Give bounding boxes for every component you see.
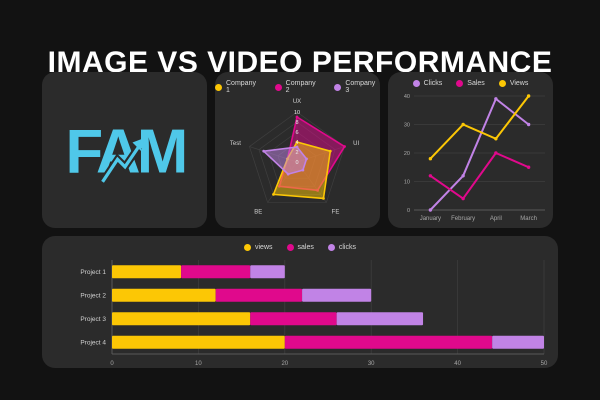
svg-text:8: 8	[295, 120, 298, 126]
legend-label: Company 2	[285, 80, 316, 94]
stacked-bar-chart: 0 10 20 30 40 50 Project 1 Project 2 Project 3 Pr…	[80, 260, 548, 367]
svg-text:20: 20	[281, 361, 288, 367]
svg-text:10: 10	[195, 361, 202, 367]
svg-text:40: 40	[404, 94, 410, 100]
svg-text:2: 2	[295, 150, 298, 156]
legend-item-views[interactable]: Views	[498, 80, 529, 87]
svg-text:0: 0	[295, 160, 298, 166]
legend-label: Views	[509, 80, 529, 87]
line-chart-card: Clicks Sales Views 0 10 20 30 40 January Februar…	[388, 72, 553, 228]
svg-text:April: April	[490, 216, 502, 222]
svg-text:40: 40	[454, 361, 461, 367]
legend-label: Clicks	[423, 80, 443, 87]
radar-chart-card: Company 1 Company 2 Company 3 0 2 4 6 8 10 UX UI F…	[215, 72, 380, 228]
line-chart: 0 10 20 30 40 January February April March	[404, 94, 545, 222]
legend-label: clicks	[338, 244, 356, 251]
legend-label: Company 1	[226, 80, 256, 94]
up-trend-arrow-icon	[100, 145, 140, 183]
legend-label: sales	[297, 244, 314, 251]
svg-text:UI: UI	[353, 141, 359, 147]
legend-item-views[interactable]: views	[244, 244, 273, 251]
logo-card: FAM	[42, 72, 207, 228]
svg-text:50: 50	[541, 361, 548, 367]
radar-legend: Company 1 Company 2 Company 3	[215, 80, 380, 94]
svg-text:FE: FE	[332, 209, 340, 215]
legend-dot-icon	[327, 244, 335, 251]
legend-item-company-3[interactable]: Company 3	[334, 80, 380, 94]
up-trend-arrow-head	[131, 137, 145, 151]
legend-dot-icon	[215, 83, 222, 91]
legend-dot-icon	[456, 80, 464, 87]
svg-text:6: 6	[295, 130, 298, 136]
legend-item-company-1[interactable]: Company 1	[215, 80, 261, 94]
fam-logo: FAM	[42, 72, 207, 228]
fam-logo-text: FAM	[65, 117, 184, 186]
svg-text:Project 3: Project 3	[80, 316, 106, 323]
svg-text:30: 30	[368, 361, 375, 367]
legend-dot-icon	[334, 83, 342, 91]
legend-item-sales[interactable]: Sales	[456, 80, 485, 87]
svg-text:0: 0	[407, 208, 410, 214]
svg-text:March: March	[520, 216, 537, 222]
svg-text:0: 0	[110, 361, 114, 367]
bar-chart-panel: views sales clicks 0 10 20 30 40 50 Project 1 Pro…	[42, 236, 558, 368]
legend-item-clicks[interactable]: clicks	[327, 244, 356, 251]
svg-text:UX: UX	[293, 99, 301, 105]
fam-logo-graphic: FAM	[65, 117, 188, 186]
legend-dot-icon	[244, 244, 251, 251]
svg-text:30: 30	[404, 123, 410, 129]
legend-label: views	[255, 244, 273, 251]
legend-item-company-2[interactable]: Company 2	[274, 80, 321, 94]
svg-text:Project 2: Project 2	[80, 292, 106, 299]
legend-label: Sales	[467, 80, 485, 87]
legend-dot-icon	[274, 83, 282, 91]
legend-label: Company 3	[345, 80, 376, 94]
radar-chart: 0 2 4 6 8 10 UX UI FE BE Test	[230, 99, 360, 215]
svg-text:BE: BE	[254, 209, 262, 215]
svg-text:Project 4: Project 4	[80, 339, 106, 346]
svg-text:Test: Test	[230, 141, 241, 147]
svg-text:10: 10	[294, 110, 300, 116]
svg-text:Project 1: Project 1	[80, 269, 106, 276]
svg-text:10: 10	[404, 180, 410, 186]
legend-dot-icon	[412, 80, 420, 87]
bar-legend: views sales clicks	[42, 244, 558, 251]
svg-text:20: 20	[404, 151, 410, 157]
svg-text:4: 4	[295, 140, 298, 146]
legend-dot-icon	[286, 244, 294, 251]
line-legend: Clicks Sales Views	[388, 80, 553, 87]
legend-dot-icon	[498, 80, 506, 87]
svg-text:February: February	[451, 216, 475, 222]
svg-text:January: January	[420, 216, 441, 222]
legend-item-clicks[interactable]: Clicks	[412, 80, 443, 87]
legend-item-sales[interactable]: sales	[286, 244, 314, 251]
